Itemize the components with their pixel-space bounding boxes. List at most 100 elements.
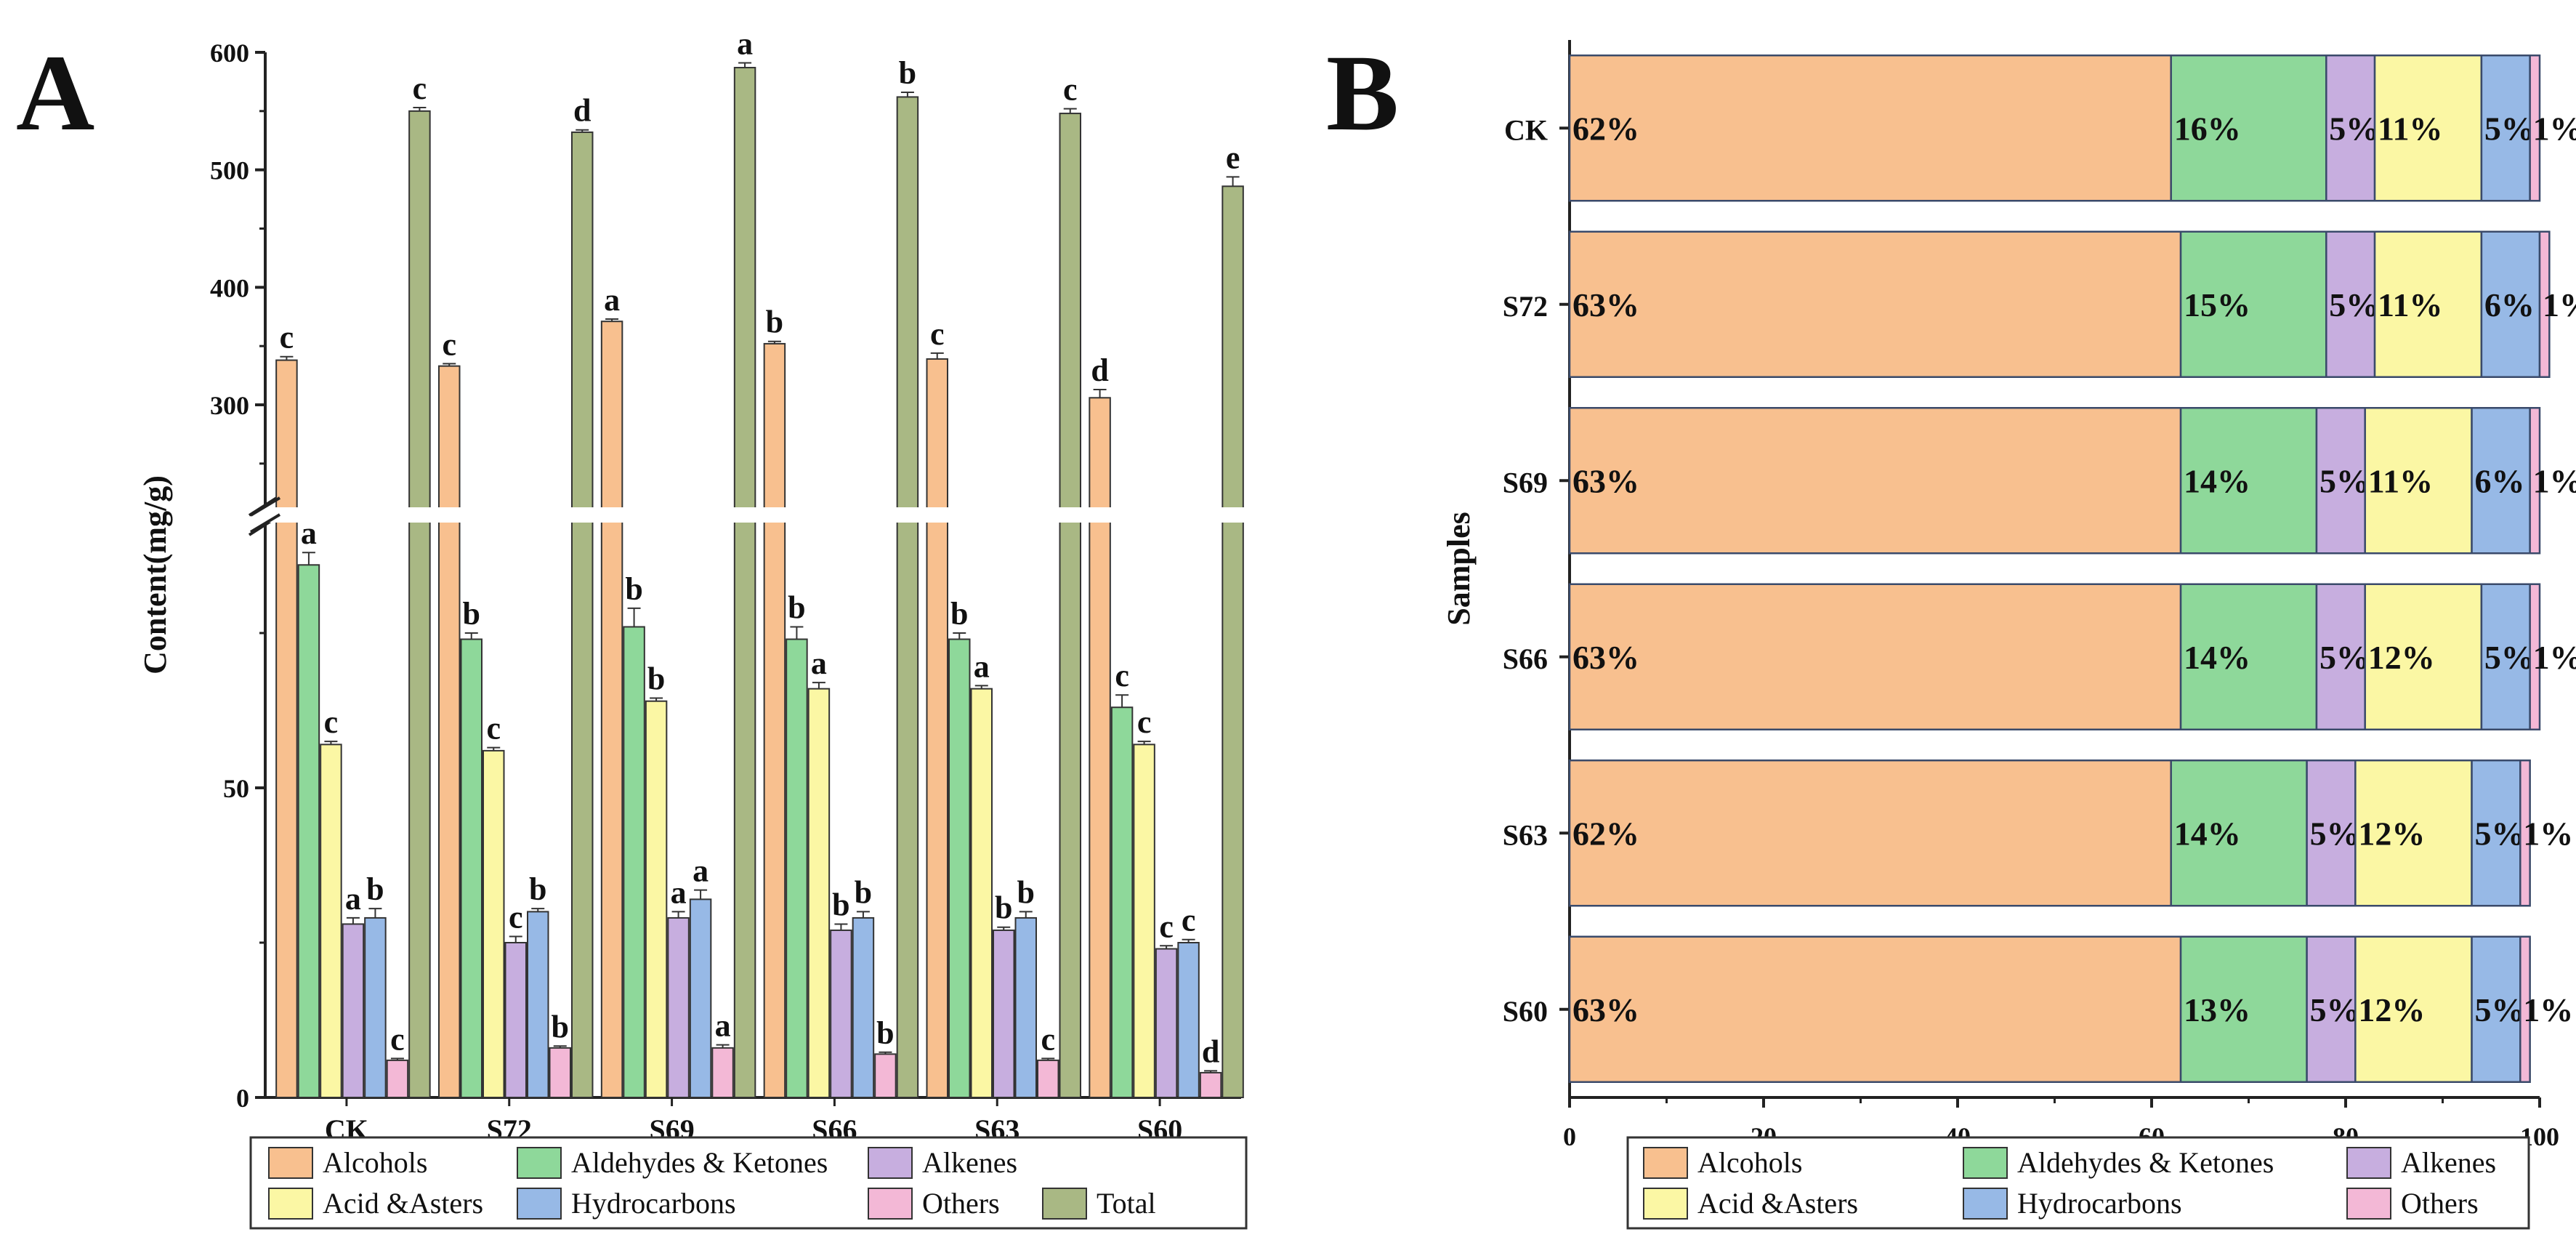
significance-letter: c	[509, 899, 523, 935]
legend-label: Aldehydes & Ketones	[2017, 1146, 2274, 1179]
significance-letter: b	[899, 55, 916, 91]
bar-hydrocarbons-s72	[527, 911, 549, 1099]
y-tick-label: S72	[1503, 290, 1548, 323]
segment-hydrocarbons-ck	[2480, 55, 2531, 202]
significance-letter: a	[671, 874, 687, 910]
bar-alkenes-s72	[504, 942, 527, 1098]
axis-break-gap	[263, 507, 1246, 523]
y-axis-title: Content(mg/g)	[137, 475, 173, 674]
bar-others-s72	[549, 1047, 571, 1098]
significance-letter: a	[737, 26, 753, 62]
segment-alcohols-s69	[1568, 407, 2182, 555]
bar-total-s66	[896, 96, 919, 1098]
segment-hydrocarbons-s69	[2471, 407, 2531, 555]
segment-hydrocarbons-s60	[2471, 935, 2522, 1083]
segment-aldehydes-ketones-s66	[2179, 583, 2318, 730]
segment-aldehydes-ketones-s69	[2179, 407, 2318, 555]
segment-others-s66	[2529, 583, 2541, 730]
significance-letter: b	[832, 887, 849, 922]
percent-label: 63%	[1572, 991, 1639, 1028]
percent-label: 5%	[2319, 462, 2370, 499]
percent-label: 13%	[2184, 991, 2250, 1028]
percent-label: 1%	[2523, 815, 2573, 852]
significance-letter: b	[529, 871, 546, 907]
segment-alkenes-s63	[2306, 759, 2357, 907]
legend-label: Alkenes	[2401, 1146, 2496, 1179]
bar-acid-asters-s69	[645, 700, 668, 1098]
segment-alcohols-ck	[1568, 55, 2172, 202]
y-tick-label: S63	[1503, 818, 1548, 851]
bar-aldehydes-ketones-s60	[1110, 706, 1134, 1098]
significance-letter: b	[625, 571, 642, 607]
bar-hydrocarbons-s63	[1014, 916, 1037, 1099]
significance-letter: b	[995, 890, 1012, 926]
significance-letter: c	[930, 316, 945, 352]
bar-acid-asters-ck	[320, 744, 342, 1098]
legend-swatch	[1643, 1147, 1688, 1179]
bar-aldehydes-ketones-s69	[623, 626, 645, 1098]
y-tick-label: 500	[210, 156, 249, 185]
percent-label: 1%	[2533, 639, 2576, 676]
segment-alcohols-s72	[1568, 230, 2182, 378]
segment-alcohols-s60	[1568, 935, 2182, 1083]
y-tick-label: 300	[210, 391, 249, 420]
bar-alcohols-s69	[600, 321, 623, 1098]
legend-swatch	[268, 1188, 313, 1220]
percent-label: 1%	[2523, 991, 2573, 1028]
legend-swatch	[1042, 1188, 1087, 1220]
significance-letter: d	[1202, 1033, 1219, 1069]
significance-letter: c	[1041, 1021, 1055, 1057]
bar-alcohols-s66	[763, 342, 786, 1098]
bar-aldehydes-ketones-s72	[460, 638, 483, 1098]
significance-letter: b	[950, 596, 968, 632]
legend-swatch	[268, 1147, 313, 1179]
legend-label: Alkenes	[922, 1146, 1017, 1179]
panel-label-b: B	[1326, 33, 1399, 153]
significance-letter: a	[301, 515, 317, 551]
bar-aldehydes-ketones-s66	[786, 638, 808, 1098]
bar-aldehydes-ketones-s63	[948, 638, 971, 1098]
y-tick-label: CK	[1504, 113, 1548, 146]
segment-others-s72	[2538, 230, 2551, 378]
bar-alkenes-s63	[993, 929, 1015, 1098]
bar-alcohols-s63	[926, 358, 948, 1098]
bar-others-s66	[874, 1053, 897, 1098]
segment-alkenes-s66	[2315, 583, 2366, 730]
segment-others-s69	[2529, 407, 2541, 555]
percent-label: 14%	[2174, 815, 2241, 852]
y-tick-label: 600	[210, 39, 249, 68]
percent-label: 11%	[2368, 462, 2433, 499]
segment-alkenes-s72	[2325, 230, 2376, 378]
segment-aldehydes-ketones-ck	[2170, 55, 2327, 202]
significance-letter: b	[647, 661, 665, 696]
bar-alcohols-s72	[438, 365, 461, 1098]
significance-letter: b	[552, 1009, 569, 1044]
significance-letter: c	[1063, 72, 1078, 108]
legend-swatch	[1963, 1188, 2008, 1220]
bar-total-s72	[571, 131, 594, 1098]
bar-others-s60	[1199, 1071, 1222, 1099]
legend-label: Others	[2401, 1187, 2479, 1220]
legend-label: Hydrocarbons	[571, 1187, 736, 1220]
percent-label: 5%	[2475, 991, 2525, 1028]
percent-label: 16%	[2174, 110, 2241, 147]
legend-swatch	[868, 1188, 913, 1220]
bar-hydrocarbons-s69	[689, 898, 712, 1098]
percent-label: 5%	[2310, 815, 2360, 852]
bar-aldehydes-ketones-ck	[297, 564, 320, 1098]
bar-total-s60	[1222, 185, 1244, 1098]
legend-label: Alcohols	[1697, 1146, 1802, 1179]
bar-alkenes-s66	[830, 929, 852, 1098]
bar-total-s69	[733, 67, 756, 1098]
percent-label: 1%	[2533, 462, 2576, 499]
legend-swatch	[2346, 1188, 2391, 1220]
panel-label-a: A	[16, 33, 94, 153]
significance-letter: c	[390, 1021, 405, 1057]
x-tick-label: 0	[1563, 1122, 1576, 1151]
significance-letter: c	[1115, 658, 1129, 693]
percent-label: 63%	[1572, 639, 1639, 676]
segment-acid-asters-s72	[2373, 230, 2483, 378]
percent-label: 62%	[1572, 110, 1639, 147]
y-tick-label: 0	[236, 1084, 249, 1113]
significance-letter: c	[1182, 903, 1196, 938]
